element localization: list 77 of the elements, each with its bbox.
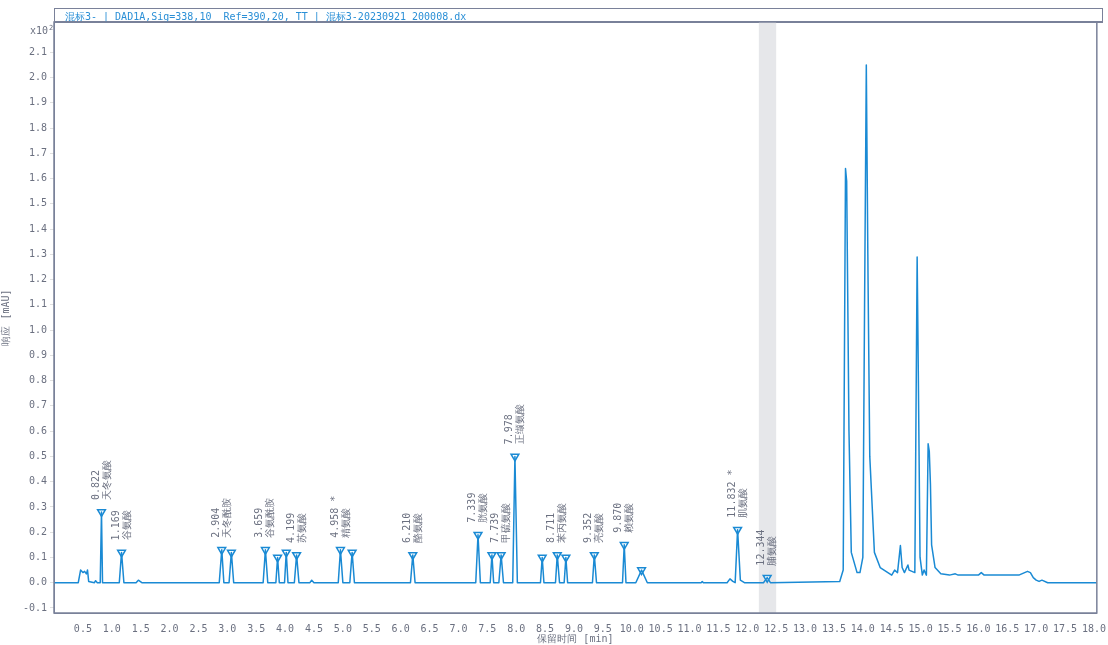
y-tick-label: 0.6: [28, 424, 47, 436]
x-tick-label: 13.5: [821, 622, 846, 634]
annotation: 0.822 天冬氨酸: [89, 459, 112, 500]
y-tick-label: 0.1: [28, 551, 47, 563]
x-tick-label: 3.5: [247, 622, 266, 634]
y-tick-label: 0.4: [28, 475, 47, 487]
annotation: 4.199 苏氨酸: [284, 512, 307, 543]
x-tick-label: 15.5: [937, 622, 962, 634]
y-tick-label: 0.3: [28, 500, 47, 512]
y-tick-label: 0.8: [28, 374, 47, 386]
x-tick-label: 6.5: [420, 622, 439, 634]
annotation: 9.352 亮氨酸: [582, 512, 605, 543]
x-tick-label: 8.5: [536, 622, 555, 634]
annotation: 11.832 * 肌氨酸: [725, 469, 748, 518]
y-tick-label: 1.2: [28, 273, 47, 285]
annotation: 8.711 苯丙氨酸: [545, 502, 568, 543]
x-tick-label: 15.0: [908, 622, 933, 634]
x-tick-label: 9.5: [593, 622, 612, 634]
annotation: 7.739 甲硫氨酸: [489, 502, 512, 543]
x-tick-label: 6.0: [391, 622, 410, 634]
annotation: 12.344 脯氨酸: [755, 529, 778, 566]
y-tick-label: 0.7: [28, 399, 47, 411]
y-tick-label: 1.0: [28, 323, 47, 335]
x-tick-label: 10.5: [648, 622, 673, 634]
y-axis-title: 响应 [mAU]: [0, 289, 11, 346]
x-tick-label: 10.0: [619, 622, 644, 634]
annotation: 9.870 赖氨酸: [612, 502, 635, 533]
y-tick-label: 0.2: [28, 525, 47, 537]
x-tick-label: 8.0: [507, 622, 526, 634]
annotation: 7.339 胱氨酸: [466, 492, 489, 523]
annotation: 2.904 天冬酰胺: [209, 497, 232, 538]
x-tick-label: 17.5: [1053, 622, 1078, 634]
y-tick-label: 0.5: [28, 450, 47, 461]
x-tick-label: 11.5: [706, 622, 731, 634]
annotation: 4.958 * 精氨酸: [328, 495, 351, 538]
x-tick-label: 16.5: [995, 622, 1020, 634]
annotation: 7.978 正缬氨酸: [503, 404, 526, 445]
x-tick-label: 1.5: [131, 622, 150, 634]
x-tick-label: 14.5: [879, 622, 904, 634]
y-tick-label: 1.7: [28, 146, 47, 158]
x-tick-label: 11.0: [677, 622, 702, 634]
y-tick-label: 1.8: [28, 121, 47, 133]
annotation: 3.659 谷氨酰胺: [253, 497, 276, 538]
y-tick-label: 2.0: [28, 71, 47, 83]
x-tick-label: 7.5: [478, 622, 497, 634]
y-tick-label: 1.1: [28, 298, 47, 310]
y-tick-label: 1.9: [28, 96, 47, 108]
y-tick-label: 1.5: [28, 197, 47, 209]
y-tick-label: 1.3: [28, 247, 47, 259]
y-tick-label: -0.1: [22, 601, 47, 613]
y-tick-label: 0.9: [28, 348, 47, 360]
annotation: 6.210 酪氨酸: [400, 512, 423, 543]
x-tick-label: 5.5: [362, 622, 381, 634]
y-tick-label: 0.0: [28, 576, 47, 588]
annotation: 1.169 谷氨酸: [109, 510, 132, 541]
x-tick-label: 3.0: [218, 622, 237, 634]
x-tick-label: 5.0: [333, 622, 352, 634]
x-tick-label: 7.0: [449, 622, 468, 634]
x-tick-label: 9.0: [564, 622, 583, 634]
y-tick-label: 1.4: [28, 222, 47, 234]
y-tick-label: 2.1: [28, 45, 47, 57]
x-tick-label: 4.5: [304, 622, 324, 634]
x-axis-title: 保留时间 [min]: [537, 632, 614, 644]
x-tick-label: 2.5: [189, 622, 208, 634]
x-tick-label: 0.5: [73, 622, 92, 634]
x-tick-label: 17.0: [1024, 622, 1049, 634]
x-tick-label: 1.0: [102, 622, 121, 634]
x-tick-label: 13.0: [793, 622, 818, 634]
x-tick-label: 16.0: [966, 622, 991, 634]
x-tick-label: 12.0: [735, 622, 760, 634]
chart-title: 混标3- | DAD1A,Sig=338,10 Ref=390,20, TT | 混标3-20230921 200008.dx: [54, 8, 1103, 23]
x-tick-label: 18.0: [1081, 622, 1106, 634]
x-tick-label: 2.0: [160, 622, 179, 634]
x-tick-label: 12.5: [764, 622, 789, 634]
x-tick-label: 14.0: [850, 622, 875, 634]
y-tick-label: 1.6: [28, 172, 47, 184]
x-tick-label: 4.0: [276, 622, 295, 634]
